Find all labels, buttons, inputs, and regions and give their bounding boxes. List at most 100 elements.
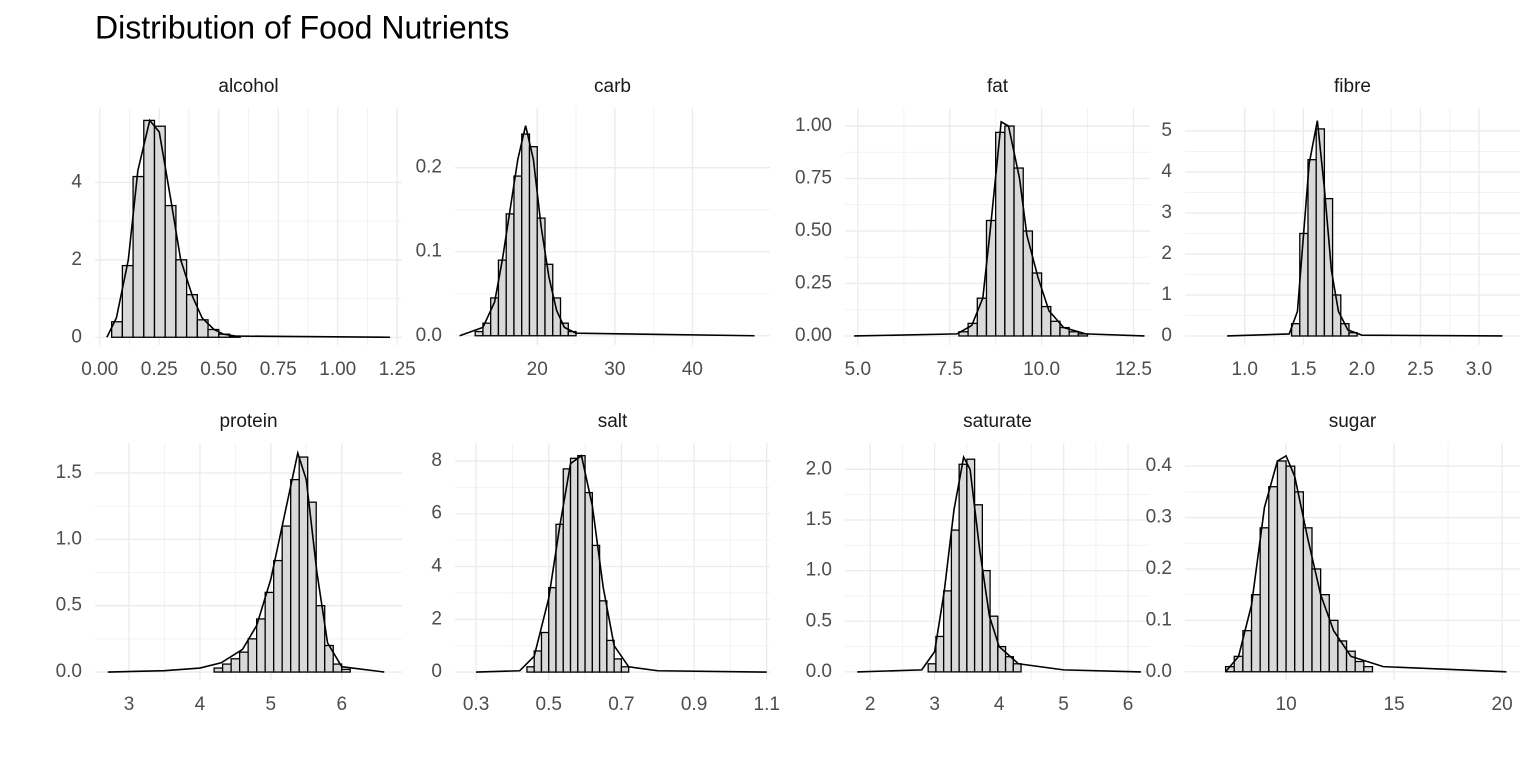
histogram-bar — [273, 559, 283, 673]
y-tick-label: 0 — [431, 661, 442, 682]
histogram-bar — [935, 635, 945, 673]
x-tick-label: 10 — [1276, 694, 1297, 715]
y-tick-label: 1 — [1161, 284, 1172, 305]
density-line — [459, 125, 755, 337]
histogram-bar — [256, 618, 266, 673]
x-tick-label: 7.5 — [937, 359, 963, 380]
histogram-bar — [577, 455, 586, 673]
x-tick-label: 5 — [1058, 694, 1069, 715]
y-tick-label: 0.5 — [806, 610, 832, 631]
y-tick-label: 1.0 — [56, 528, 82, 549]
panel: fat 5.0 7.5 10.0 12.5 0.00 0.25 0.50 0.75 1.00 — [795, 76, 1152, 380]
histogram-bar — [1337, 640, 1348, 673]
y-tick-label: 4 — [431, 556, 442, 577]
histogram-bar — [315, 605, 326, 673]
histogram-bar — [185, 294, 198, 338]
histogram-bar — [1050, 320, 1061, 337]
facet-title: fibre — [1334, 76, 1371, 97]
histogram-bar — [1004, 125, 1015, 337]
facet-title: salt — [598, 411, 628, 432]
density-line — [476, 454, 767, 673]
y-tick-label: 0.5 — [56, 595, 82, 616]
x-tick-label: 3 — [124, 694, 135, 715]
panel: carb 20 30 40 0.0 0.1 0.2 — [416, 76, 770, 380]
y-tick-label: 0.0 — [806, 661, 832, 682]
facet-title: protein — [219, 411, 277, 432]
histogram-bar — [1323, 197, 1334, 337]
y-tick-label: 5 — [1161, 120, 1172, 141]
histogram-bar — [247, 638, 258, 673]
x-tick-label: 20 — [527, 359, 548, 380]
density-line — [1227, 120, 1503, 337]
y-tick-label: 0.3 — [1146, 507, 1172, 528]
facet-title: alcohol — [218, 76, 278, 97]
x-tick-label: 15 — [1384, 694, 1405, 715]
histogram-bar — [584, 491, 593, 673]
y-tick-label: 1.5 — [56, 462, 82, 483]
x-tick-label: 1.00 — [319, 359, 356, 380]
y-tick-label: 2 — [1161, 243, 1172, 264]
histogram-bar — [1311, 568, 1322, 673]
y-tick-label: 6 — [431, 503, 442, 524]
histogram-bar — [290, 478, 300, 673]
histogram-bar — [1315, 128, 1326, 337]
x-tick-label: 0.7 — [608, 694, 634, 715]
histogram-bar — [613, 658, 623, 673]
histogram-bar — [341, 668, 351, 673]
histogram-bar — [513, 175, 523, 337]
histogram-bar — [540, 631, 550, 673]
x-tick-label: 0.5 — [536, 694, 562, 715]
histogram-bar — [213, 667, 224, 673]
histogram-bar — [569, 457, 579, 673]
x-tick-label: 2.5 — [1407, 359, 1433, 380]
y-tick-label: 1.00 — [795, 115, 832, 136]
histogram-bar — [536, 217, 546, 337]
histogram-bar — [526, 666, 535, 673]
y-tick-label: 0.00 — [795, 325, 832, 346]
histogram-bar — [552, 297, 562, 337]
histogram-bar — [528, 146, 538, 337]
y-tick-label: 0.1 — [1146, 609, 1172, 630]
x-tick-label: 0.75 — [260, 359, 297, 380]
histogram-bar — [474, 330, 484, 337]
histogram-bar — [927, 663, 937, 673]
histogram-bar — [143, 119, 156, 338]
x-tick-label: 30 — [604, 359, 625, 380]
y-tick-label: 0.50 — [795, 220, 832, 241]
y-tick-label: 0.75 — [795, 168, 832, 189]
panel: protein 3 4 5 6 0.0 0.5 1.0 1.5 — [56, 411, 402, 715]
x-tick-label: 3.0 — [1466, 359, 1492, 380]
histogram-bar — [985, 219, 997, 337]
x-tick-label: 1.1 — [754, 694, 780, 715]
histogram-bar — [230, 658, 241, 673]
y-tick-label: 2.0 — [806, 458, 832, 479]
x-tick-label: 3 — [929, 694, 940, 715]
x-tick-label: 1.0 — [1232, 359, 1258, 380]
histogram-bar — [332, 663, 343, 673]
histogram-bar — [307, 501, 317, 673]
histogram-bar — [973, 504, 983, 673]
panel: saturate 2 3 4 5 6 0.0 0.5 1.0 1.5 2.0 — [806, 411, 1150, 715]
x-tick-label: 20 — [1492, 694, 1513, 715]
histogram-bar — [298, 456, 309, 673]
histogram-bar — [221, 663, 232, 673]
histogram-bar — [989, 615, 999, 673]
histogram-bar — [1250, 594, 1261, 673]
histogram-bar — [238, 651, 249, 673]
histogram-bar — [196, 319, 209, 338]
facet-title: carb — [594, 76, 631, 97]
density-line — [854, 120, 1145, 337]
x-tick-label: 6 — [336, 694, 347, 715]
y-tick-label: 4 — [1161, 161, 1172, 182]
x-tick-label: 6 — [1123, 694, 1134, 715]
x-tick-label: 10.0 — [1023, 359, 1060, 380]
histogram-bar — [1285, 465, 1296, 673]
y-tick-label: 0.2 — [416, 157, 442, 178]
histogram-bar — [1259, 527, 1270, 673]
y-tick-label: 0.0 — [416, 325, 442, 346]
y-tick-label: 8 — [431, 450, 442, 471]
histogram-bar — [1354, 660, 1365, 673]
x-tick-label: 0.3 — [463, 694, 489, 715]
